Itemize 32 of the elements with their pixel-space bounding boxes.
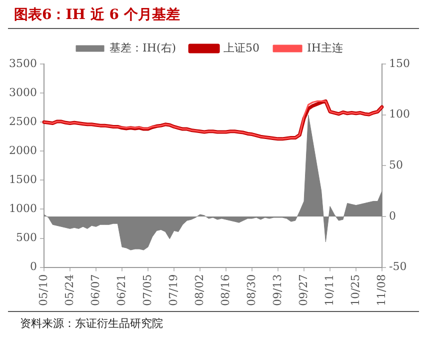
x-tick-label: 08/02 xyxy=(192,274,206,306)
chart-title: 图表6：IH 近 6 个月基差 xyxy=(8,0,419,29)
x-tick-label: 11/08 xyxy=(374,274,388,306)
y-tick-label: 2500 xyxy=(8,114,37,128)
x-tick-label: 05/24 xyxy=(62,274,76,306)
x-tick-label: 09/27 xyxy=(296,274,310,306)
y2-tick-label: -50 xyxy=(389,260,407,274)
y-tick-label: 500 xyxy=(16,231,37,244)
x-tick-label: 07/19 xyxy=(166,274,180,306)
y-tick-label: 0 xyxy=(30,260,37,274)
x-tick-label: 08/16 xyxy=(218,274,232,306)
x-tick-label: 10/25 xyxy=(348,274,362,306)
y2-tick-label: 0 xyxy=(389,209,396,222)
legend-label: 基差：IH(右) xyxy=(110,41,176,54)
y-tick-label: 1500 xyxy=(8,173,37,186)
x-tick-label: 08/30 xyxy=(244,274,258,306)
y-tick-label: 3500 xyxy=(8,56,37,70)
y-tick-label: 2000 xyxy=(8,144,37,157)
y-tick-label: 1000 xyxy=(8,202,37,216)
y2-tick-label: 50 xyxy=(389,158,404,172)
y2-tick-label: 150 xyxy=(389,56,410,70)
x-tick-label: 09/13 xyxy=(270,274,284,306)
x-tick-label: 07/05 xyxy=(140,274,154,306)
x-tick-label: 06/07 xyxy=(88,274,102,306)
legend-label: 上证50 xyxy=(224,41,260,54)
x-tick-label: 06/21 xyxy=(114,274,128,306)
x-tick-label: 10/11 xyxy=(322,274,336,306)
legend-label: IH主连 xyxy=(307,41,343,54)
y-tick-label: 3000 xyxy=(8,86,37,99)
y2-tick-label: 100 xyxy=(389,108,410,121)
x-tick-label: 05/10 xyxy=(36,274,50,306)
text: 资料来源：东证衍生品研究院 xyxy=(8,311,419,331)
